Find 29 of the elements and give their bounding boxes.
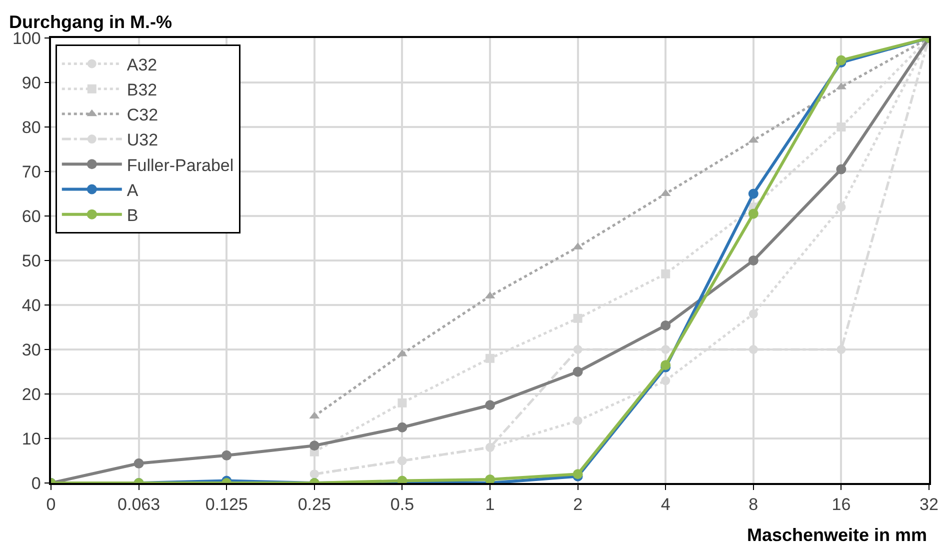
x-tick-label: 32 xyxy=(920,495,938,514)
y-tick-label: 70 xyxy=(22,162,41,182)
y-tick-label: 20 xyxy=(22,384,41,404)
legend-label: U32 xyxy=(126,130,158,150)
legend-label: B xyxy=(126,206,138,225)
x-tick-label: 8 xyxy=(748,495,758,514)
y-tick-label: 80 xyxy=(22,118,41,137)
y-tick-label: 90 xyxy=(22,73,41,92)
legend-label: A32 xyxy=(126,55,158,74)
x-tick-label: 4 xyxy=(660,495,670,514)
x-axis-title: Maschenweite in mm xyxy=(747,525,928,545)
y-tick-label: 0 xyxy=(31,474,41,493)
legend-label: B32 xyxy=(126,80,158,100)
legend-label: C32 xyxy=(126,106,158,125)
x-tick-label: 0.125 xyxy=(205,495,248,514)
x-tick-label: 1 xyxy=(485,495,495,514)
x-tick-label: 16 xyxy=(832,495,851,514)
legend-label: Fuller-Parabel xyxy=(126,156,234,175)
x-tick-label: 0 xyxy=(46,495,56,514)
x-tick-label: 0.5 xyxy=(390,495,414,514)
legend-label: A xyxy=(126,180,139,200)
y-tick-label: 30 xyxy=(22,340,41,360)
y-tick-label: 10 xyxy=(22,429,41,448)
y-tick-label: 50 xyxy=(22,251,41,270)
y-tick-label: 40 xyxy=(22,296,41,315)
x-tick-label: 2 xyxy=(573,495,583,514)
x-tick-label: 0.25 xyxy=(298,495,331,514)
y-tick-label: 60 xyxy=(22,206,41,226)
x-tick-label: 0.063 xyxy=(118,495,160,514)
